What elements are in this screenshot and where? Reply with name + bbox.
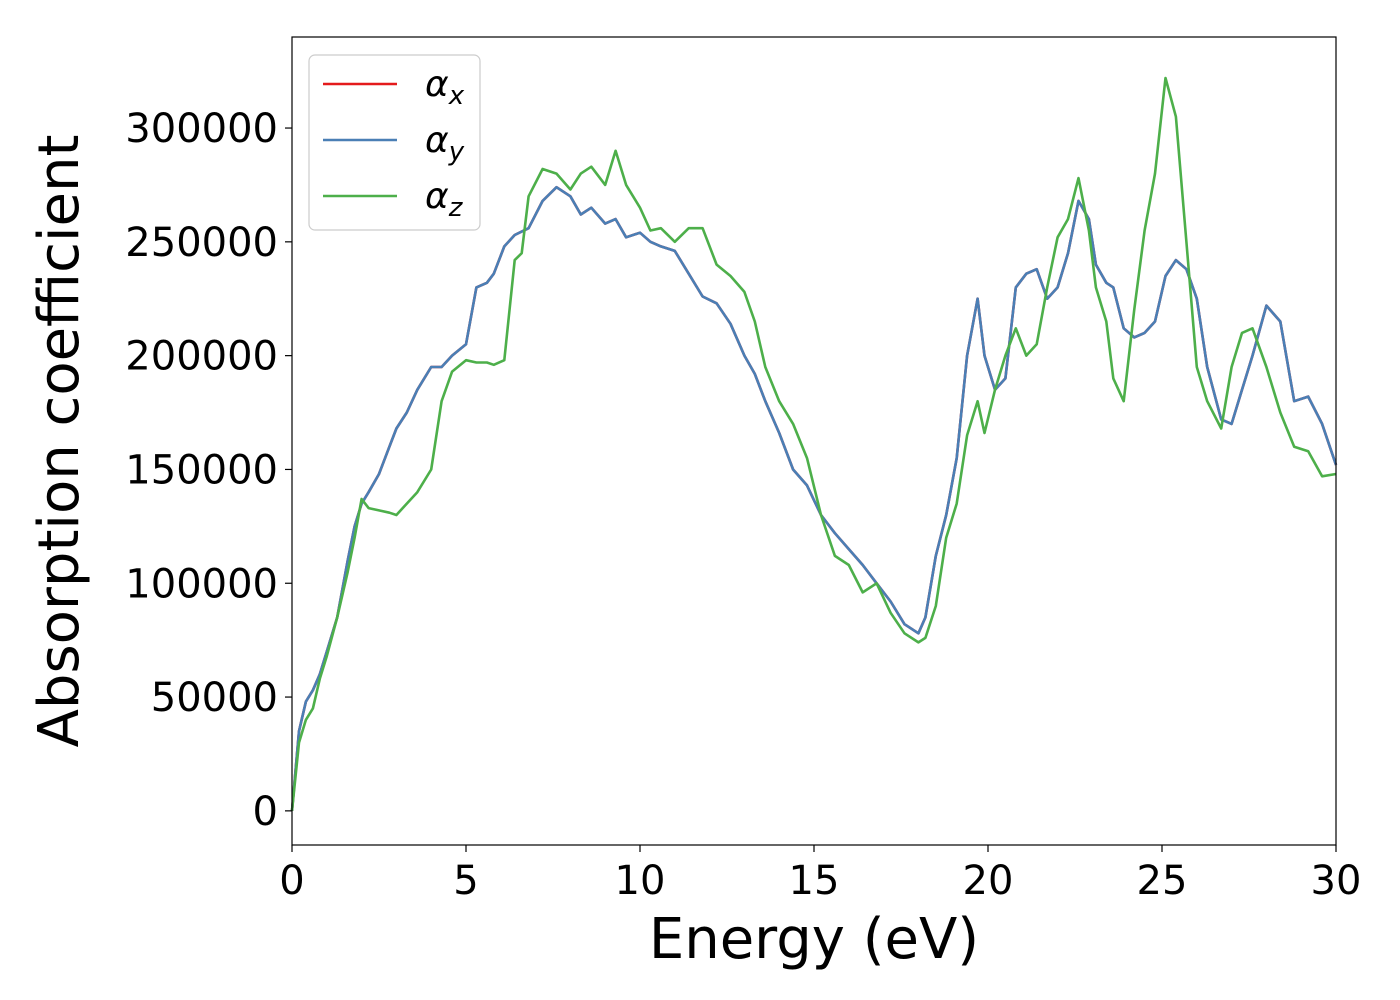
legend-box (308, 54, 481, 231)
x-tick-label: 15 (789, 858, 840, 904)
x-tick-label: 10 (615, 858, 666, 904)
legend-label-z: αz (425, 176, 464, 223)
y-tick-label: 50000 (151, 675, 278, 721)
x-tick-label: 5 (453, 858, 478, 904)
y-tick-label: 150000 (125, 447, 278, 493)
x-tick-label: 20 (963, 858, 1014, 904)
x-tick-label: 25 (1137, 858, 1188, 904)
x-tick-label: 0 (279, 858, 304, 904)
series-lines (290, 76, 1338, 812)
y-tick-label: 250000 (125, 220, 278, 266)
x-ticks: 0 5 10 15 20 25 30 (279, 845, 1361, 904)
y-axis-title: Absorption coefficient (27, 135, 92, 748)
y-ticks: 0 50000 100000 150000 200000 250000 300000 (125, 106, 292, 835)
x-tick-label: 30 (1311, 858, 1362, 904)
y-tick-label: 300000 (125, 106, 278, 152)
y-tick-label: 200000 (125, 334, 278, 380)
series-line-y (290, 185, 1338, 812)
y-tick-label: 0 (253, 789, 278, 835)
series-line-z (290, 76, 1337, 812)
x-axis-title: Energy (eV) (649, 907, 979, 972)
y-tick-label: 100000 (125, 561, 278, 607)
